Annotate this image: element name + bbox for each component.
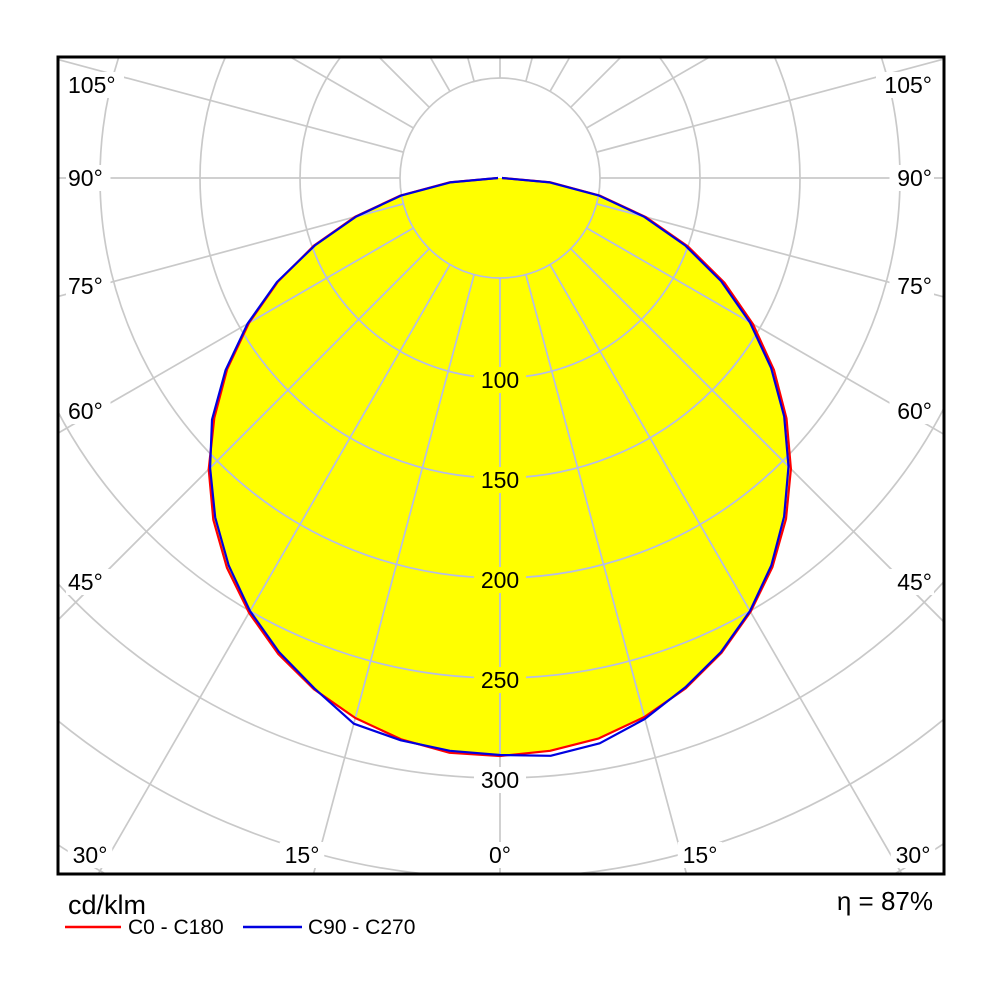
- grid-spoke: [586, 227, 945, 436]
- curve-c90-c270: [209, 176, 790, 757]
- angle-label-bg: [66, 165, 111, 191]
- angle-label: 0°: [489, 842, 511, 868]
- grid-spoke: [376, 56, 430, 108]
- grid-spoke: [526, 0, 837, 81]
- grid-spoke: [570, 56, 624, 108]
- grid-spoke: [525, 56, 534, 82]
- radial-value-label: 150: [481, 467, 519, 493]
- grid-spoke: [586, 56, 714, 129]
- unit-label: cd/klm: [68, 890, 146, 920]
- angle-label-bg: [279, 842, 325, 868]
- grid-spoke: [571, 0, 1000, 107]
- angle-label-bg: [484, 842, 516, 868]
- angle-label-bg: [889, 273, 934, 299]
- angle-label: 45°: [68, 569, 103, 595]
- grid-spoke: [208, 264, 451, 756]
- grid-spoke: [57, 203, 404, 298]
- radial-value-label: 100: [481, 367, 519, 393]
- grid-spoke: [0, 0, 429, 107]
- grid-spoke: [587, 0, 1000, 128]
- intensity-curves: [207, 176, 793, 758]
- radial-value-label: 200: [481, 567, 519, 593]
- grid-spoke: [596, 57, 945, 153]
- efficiency-label: η = 87%: [837, 886, 933, 916]
- angle-label: 75°: [68, 273, 103, 299]
- angle-label: 60°: [68, 398, 103, 424]
- angle-label-bg: [66, 72, 124, 98]
- radial-value-label: 250: [481, 667, 519, 693]
- angle-label-bg: [889, 398, 934, 424]
- plot-border: [56, 55, 946, 876]
- angle-label-bg: [677, 842, 723, 868]
- radial-value-labels: 100 150 200 250 300: [474, 367, 526, 793]
- angle-label: 105°: [884, 72, 932, 98]
- radial-label-bg: [474, 667, 526, 693]
- radial-value-label: 300: [481, 767, 519, 793]
- radial-label-bg: [474, 367, 526, 393]
- grid-spoke: [208, 274, 475, 756]
- angle-label-bg: [889, 165, 934, 191]
- grid-spoke: [57, 58, 404, 153]
- angle-label-bg: [889, 569, 934, 595]
- radial-label-bg: [474, 467, 526, 493]
- grid-spoke: [164, 0, 475, 81]
- angle-label: 90°: [897, 165, 932, 191]
- grid-spoke: [549, 264, 791, 756]
- angle-label: 15°: [683, 842, 718, 868]
- angle-label-bg: [67, 842, 113, 868]
- angle-label: 60°: [897, 398, 932, 424]
- angle-label-bg: [890, 842, 936, 868]
- grid-spoke: [466, 56, 475, 82]
- radial-label-bg: [474, 767, 526, 793]
- grid-spoke: [525, 274, 791, 756]
- angle-label-bg: [66, 273, 111, 299]
- angle-labels: 105° 90° 75° 60° 45° 105° 90° 75° 60° 45° 30° 15° 0°…: [66, 72, 936, 868]
- grid-spoke: [0, 0, 413, 128]
- grid-spoke: [570, 248, 791, 756]
- angle-label-bg: [66, 398, 111, 424]
- angle-label-bg: [876, 72, 934, 98]
- grid-spoke: [597, 0, 1000, 152]
- angle-label-bg: [66, 569, 111, 595]
- angle-label: 15°: [285, 842, 320, 868]
- grid-spoke: [596, 203, 945, 299]
- angle-label: 30°: [73, 842, 108, 868]
- angle-label: 75°: [897, 273, 932, 299]
- grid-spoke: [286, 56, 414, 129]
- angle-label: 30°: [896, 842, 931, 868]
- angle-label: 105°: [68, 72, 116, 98]
- angle-label: 90°: [68, 165, 103, 191]
- angle-label: 45°: [897, 569, 932, 595]
- grid-spoke: [208, 248, 430, 756]
- grid-spoke: [57, 227, 414, 435]
- legend-label-c90-c270: C90 - C270: [308, 916, 415, 939]
- legend-label-c0-c180: C0 - C180: [128, 916, 224, 939]
- grid-spoke: [0, 0, 403, 152]
- radial-label-bg: [474, 567, 526, 593]
